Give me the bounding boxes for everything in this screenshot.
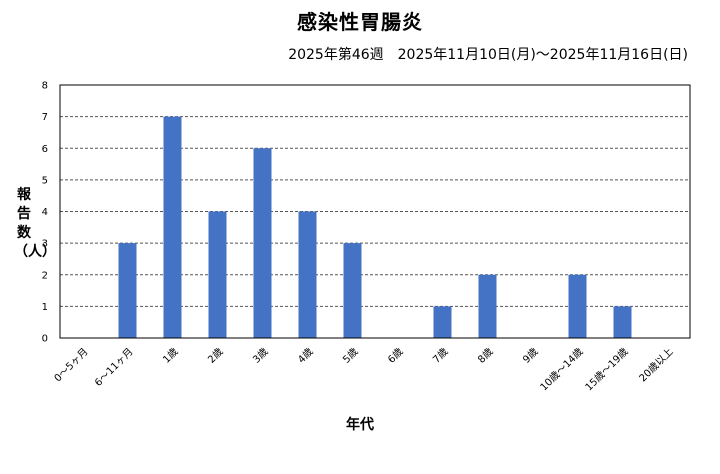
bar (163, 116, 182, 338)
y-tick-label: 2 (42, 270, 48, 281)
bar (613, 306, 632, 338)
bar (208, 211, 227, 338)
x-tick-label: 9歳 (521, 346, 541, 366)
x-tick-label: 0～5ヶ月 (52, 346, 91, 385)
bar (478, 274, 497, 338)
x-tick-label: 10歳～14歳 (538, 346, 586, 394)
x-tick-label: 5歳 (341, 346, 361, 366)
y-tick-label: 8 (42, 81, 48, 92)
x-axis-label: 年代 (346, 417, 374, 433)
y-tick-label: 3 (42, 239, 48, 250)
y-tick-label: 6 (42, 144, 48, 155)
x-tick-label: 6～11ヶ月 (92, 346, 135, 389)
x-tick-label: 8歳 (476, 346, 496, 366)
x-tick-label: 3歳 (251, 346, 271, 366)
x-tick-label: 1歳 (161, 346, 181, 366)
y-tick-label: 0 (42, 334, 48, 345)
plot-frame (59, 84, 691, 339)
bar (118, 243, 137, 338)
y-tick-label: 7 (42, 112, 48, 123)
chart-title: 感染性胃腸炎 (297, 10, 423, 34)
bar (298, 211, 317, 338)
bar (433, 306, 452, 338)
chart-subtitle: 2025年第46週 2025年11月10日(月)～2025年11月16日(日) (288, 47, 688, 63)
x-tick-label: 20歳以上 (637, 346, 676, 385)
bar (343, 243, 362, 338)
bar (253, 148, 272, 338)
y-tick-label: 4 (42, 207, 48, 218)
x-tick-label: 4歳 (296, 346, 316, 366)
x-tick-label: 6歳 (386, 346, 406, 366)
x-tick-label: 2歳 (206, 346, 226, 366)
y-tick-label: 1 (42, 302, 48, 313)
y-tick-label: 5 (42, 175, 48, 186)
x-tick-label: 7歳 (431, 346, 451, 366)
x-tick-label: 15歳～19歳 (583, 346, 631, 394)
bar (568, 274, 587, 338)
